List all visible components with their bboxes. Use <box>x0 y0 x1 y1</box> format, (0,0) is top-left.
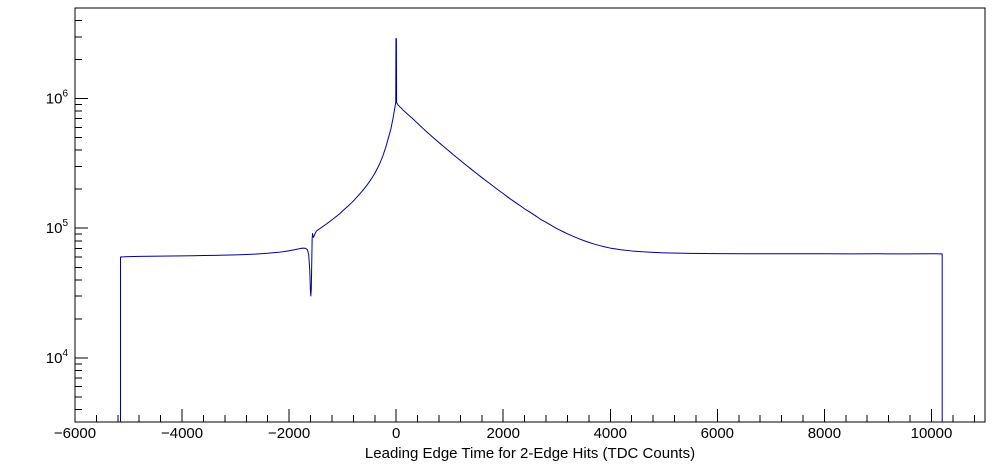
axis-ticks <box>74 20 975 422</box>
x-tick-label: 10000 <box>911 425 953 442</box>
x-tick-label: 8000 <box>808 425 841 442</box>
y-tick-label: 106 <box>46 89 69 108</box>
x-tick-label: 6000 <box>701 425 734 442</box>
x-tick-label: 2000 <box>487 425 520 442</box>
x-axis-title: Leading Edge Time for 2-Edge Hits (TDC C… <box>365 445 695 462</box>
y-axis-tick-labels: 104 105 106 <box>46 89 69 367</box>
histogram-line <box>120 38 943 422</box>
x-axis-tick-labels: −6000 −4000 −2000 0 2000 4000 6000 8000 10000 <box>54 425 952 442</box>
x-tick-label: −6000 <box>54 425 96 442</box>
plot-frame <box>74 7 986 423</box>
x-tick-label: 4000 <box>594 425 627 442</box>
x-tick-label: 0 <box>392 425 400 442</box>
y-tick-label: 105 <box>46 218 69 237</box>
x-tick-label: −4000 <box>161 425 203 442</box>
x-tick-label: −2000 <box>268 425 310 442</box>
y-tick-label: 104 <box>46 348 69 367</box>
